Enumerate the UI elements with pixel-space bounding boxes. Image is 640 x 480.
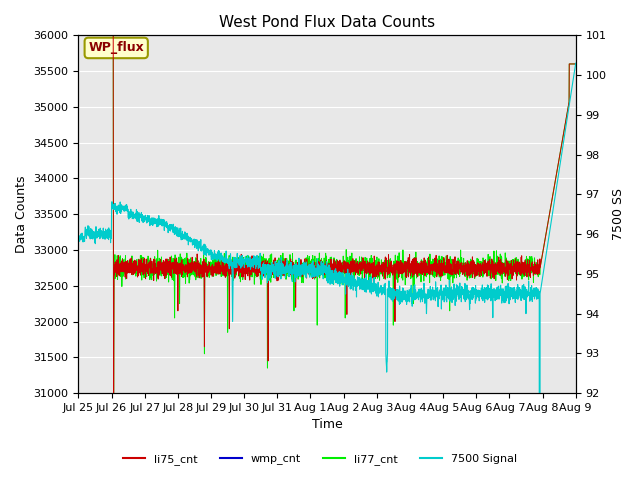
Y-axis label: 7500 SS: 7500 SS [612,188,625,240]
Title: West Pond Flux Data Counts: West Pond Flux Data Counts [219,15,435,30]
X-axis label: Time: Time [312,419,342,432]
Text: WP_flux: WP_flux [88,41,144,54]
Y-axis label: Data Counts: Data Counts [15,176,28,253]
Legend: li75_cnt, wmp_cnt, li77_cnt, 7500 Signal: li75_cnt, wmp_cnt, li77_cnt, 7500 Signal [118,450,522,469]
